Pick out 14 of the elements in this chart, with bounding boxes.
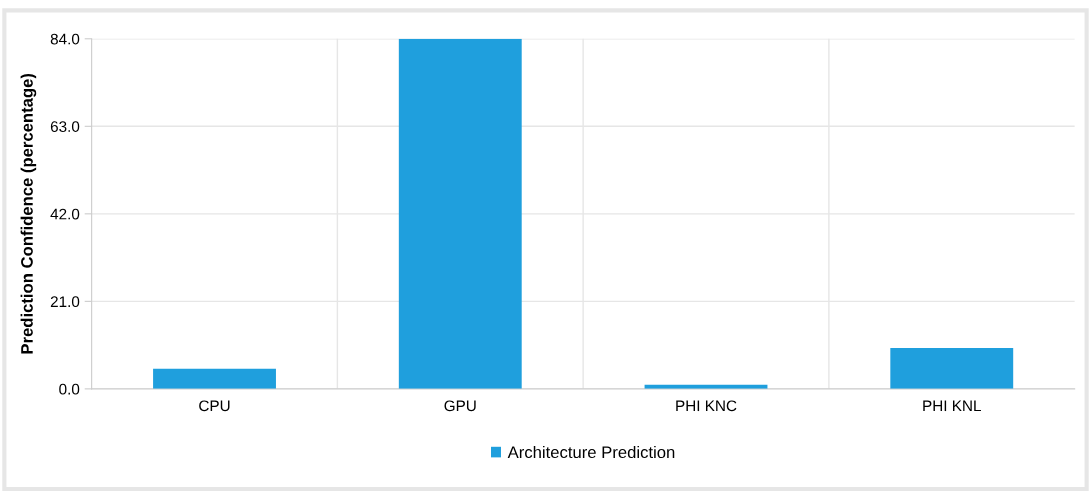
bar [398,38,522,389]
x-tick-label: GPU [444,400,476,412]
y-axis-title: Prediction Confidence (percentage) [20,73,37,354]
y-tick-label: 0.0 [59,383,80,395]
x-tick-label: CPU [199,400,230,412]
legend-label: Architecture Prediction [507,445,675,459]
bar [890,348,1014,389]
y-tick-label: 84.0 [50,33,80,45]
x-tick-label: PHI KNL [923,400,981,412]
y-tick-label: 42.0 [50,208,80,220]
y-tick-label: 21.0 [50,296,80,308]
y-tick-label: 63.0 [50,121,80,132]
x-tick-label: PHI KNC [676,400,737,412]
bar [153,368,276,389]
